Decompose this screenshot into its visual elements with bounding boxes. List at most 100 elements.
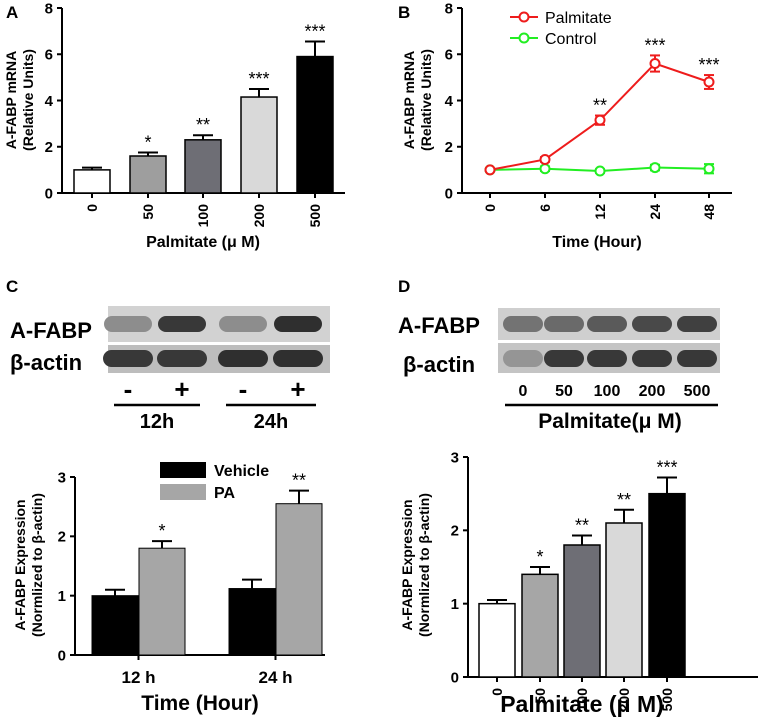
bar xyxy=(521,573,559,678)
blot-row-label: β-actin xyxy=(403,352,475,377)
data-point xyxy=(703,76,715,88)
bar xyxy=(648,492,686,678)
bar xyxy=(275,503,323,656)
y-axis-label-units: (Normlized to β-actin) xyxy=(29,493,45,637)
y-axis-label-units: (Relative Units) xyxy=(20,49,36,151)
data-point xyxy=(649,58,661,69)
chart-a: 0 2 4 6 8 A-FABP mRNA (Relative Units) 0 * 50 ** 10… xyxy=(3,0,345,251)
bar xyxy=(240,96,278,194)
legend-marker xyxy=(518,11,530,23)
bar xyxy=(138,547,186,656)
lane-label: - xyxy=(124,374,133,404)
bar xyxy=(184,139,222,194)
blot-caption: Palmitate(μ M) xyxy=(538,410,682,433)
blot-band xyxy=(219,316,267,332)
legend-label: Palmitate xyxy=(545,10,612,27)
data-point xyxy=(539,163,551,175)
x-tick-label: 50 xyxy=(532,688,548,704)
lane-label: + xyxy=(290,374,305,404)
significance-label: *** xyxy=(698,55,719,75)
x-tick-label: 48 xyxy=(701,204,717,220)
x-tick-label: 0 xyxy=(84,204,100,212)
y-tick-label: 2 xyxy=(445,139,453,156)
blot-row-label: β-actin xyxy=(10,350,82,375)
significance-label: * xyxy=(144,133,151,153)
western-blot-c: - + - + A-FABP β-actin 12h 24h xyxy=(10,306,330,433)
data-point xyxy=(703,163,715,175)
significance-label: *** xyxy=(656,458,677,478)
chart-d: 0 1 2 3 A-FABP Expression (Normlized to β-act… xyxy=(399,449,758,717)
x-axis-label: Time (Hour) xyxy=(141,692,258,715)
bar xyxy=(91,595,139,656)
y-tick-label: 4 xyxy=(45,93,54,110)
significance-label: ** xyxy=(617,490,631,510)
x-tick-label: 12 xyxy=(592,204,608,220)
legend-label: Control xyxy=(545,31,597,48)
x-axis-label: Palmitate (μ M) xyxy=(500,691,664,717)
y-tick-label: 1 xyxy=(451,596,459,613)
blot-band xyxy=(677,350,717,367)
y-tick-label: 2 xyxy=(45,139,53,156)
y-tick-label: 8 xyxy=(45,0,53,17)
legend-swatch xyxy=(160,484,206,500)
blot-band xyxy=(632,316,672,332)
y-axis-label: A-FABP Expression xyxy=(399,499,415,630)
bar xyxy=(228,588,276,656)
bar xyxy=(73,169,111,194)
x-tick-label: 100 xyxy=(574,688,590,712)
y-axis-label: A-FABP mRNA xyxy=(3,51,19,150)
significance-label: * xyxy=(158,521,165,541)
y-tick-label: 3 xyxy=(451,449,459,466)
y-tick-label: 2 xyxy=(58,529,66,546)
legend-label: PA xyxy=(214,485,235,502)
x-tick-label: 100 xyxy=(195,204,211,228)
x-tick-label: 12 h xyxy=(121,668,155,687)
lane-label: 0 xyxy=(519,383,528,400)
significance-label: *** xyxy=(248,69,269,89)
x-tick-label: 0 xyxy=(489,688,505,696)
blot-band xyxy=(218,350,268,367)
y-tick-label: 0 xyxy=(45,185,53,202)
y-tick-label: 0 xyxy=(58,647,66,664)
y-axis-label-units: (Relative Units) xyxy=(418,49,434,151)
blot-row-label: A-FABP xyxy=(10,318,92,343)
legend-swatch xyxy=(160,462,206,478)
panel-label-c: C xyxy=(6,277,18,296)
significance-label: ** xyxy=(196,115,210,135)
panel-label-a: A xyxy=(6,3,18,22)
significance-label: ** xyxy=(292,471,306,491)
x-tick-label: 50 xyxy=(140,204,156,220)
x-axis-label: Time (Hour) xyxy=(552,234,641,251)
data-point xyxy=(594,114,606,126)
panel-label-b: B xyxy=(398,3,410,22)
western-blot-d: 0 50 100 200 500 A-FABP β-actin Palmitate(μ M) xyxy=(398,308,720,433)
panel-label-d: D xyxy=(398,277,410,296)
x-tick-label: 500 xyxy=(659,688,675,712)
y-axis-label-units: (Normlized to β-actin) xyxy=(416,493,432,637)
x-tick-label: 6 xyxy=(537,204,553,212)
legend-label: Vehicle xyxy=(214,463,269,480)
bar xyxy=(605,522,643,678)
bar xyxy=(478,602,516,678)
blot-band xyxy=(274,316,322,332)
blot-band xyxy=(503,316,543,332)
x-axis-label: Palmitate (μ M) xyxy=(146,234,260,251)
x-tick-label: 200 xyxy=(616,688,632,712)
y-tick-label: 6 xyxy=(45,47,53,64)
lane-label: 50 xyxy=(555,383,573,400)
significance-label: * xyxy=(536,547,543,567)
blot-band xyxy=(104,316,152,332)
blot-band xyxy=(544,350,584,367)
data-point xyxy=(539,153,551,165)
blot-band xyxy=(503,350,543,367)
lane-label: 100 xyxy=(594,383,621,400)
x-tick-label: 200 xyxy=(251,204,267,228)
x-tick-label: 24 xyxy=(647,204,663,220)
data-point xyxy=(594,165,606,177)
x-tick-label: 0 xyxy=(482,204,498,212)
x-tick-label: 500 xyxy=(307,204,323,228)
group-label: 12h xyxy=(140,411,174,433)
lane-label: 200 xyxy=(639,383,666,400)
blot-band xyxy=(544,316,584,332)
